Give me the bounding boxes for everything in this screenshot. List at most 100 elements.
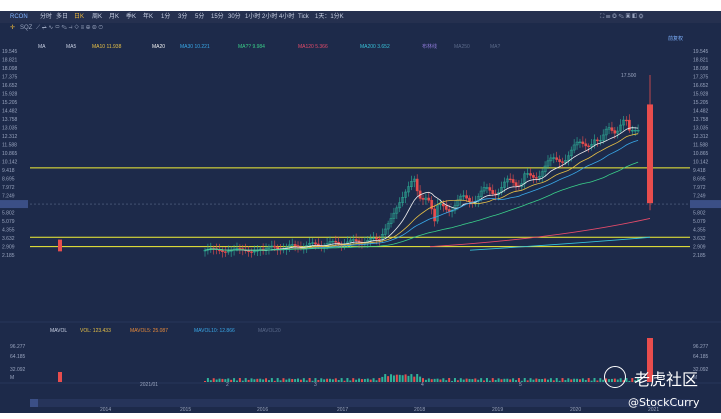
period-tab[interactable]: 2小时: [262, 14, 278, 20]
candle-body: [552, 157, 556, 159]
volume-bar: [552, 380, 555, 382]
volume-bar: [238, 378, 241, 382]
candle-body: [270, 245, 274, 248]
volume-bar: [631, 378, 634, 382]
price-tick-left: 3.632: [2, 236, 15, 242]
volume-bar: [634, 380, 637, 382]
period-tab[interactable]: 1小时: [245, 14, 261, 20]
period-tab[interactable]: 30分: [228, 14, 241, 20]
watermark-brand: 老虎社区: [634, 370, 699, 389]
volume-bar: [265, 378, 268, 382]
candle-body: [505, 178, 509, 183]
candle-body: [604, 128, 608, 136]
symbol-label[interactable]: RCON: [10, 14, 28, 20]
volume-bar: [294, 379, 297, 382]
candle-body: [386, 223, 390, 230]
toolbar-icons[interactable]: ⛶ ☰ ◎ ✎ ▣ ◧ ⚙: [600, 14, 644, 20]
period-tab[interactable]: 年K: [143, 14, 154, 20]
candle-body: [532, 175, 535, 178]
candle-body: [412, 178, 416, 182]
volume-bar: [485, 378, 488, 382]
volume-bar: [302, 378, 305, 382]
volume-bar: [506, 378, 509, 382]
candle-body: [628, 119, 631, 131]
volume-bar: [247, 379, 250, 382]
period-tab[interactable]: 5分: [195, 14, 205, 20]
volume-tick-right: 64.185: [693, 354, 709, 360]
line-tools-icon[interactable]: ⟋ ⇌ ∿ ▭ ✎ ⊣ ◇ ≡ ⊕ ⊗ ⊙: [36, 25, 104, 31]
period-tab[interactable]: 1天：1分K: [315, 14, 344, 20]
period-tab[interactable]: 多日: [56, 14, 69, 20]
volume-bar: [453, 378, 456, 382]
volume-bar: [401, 375, 404, 382]
period-tab[interactable]: Tick: [298, 14, 309, 20]
volume-bar: [384, 374, 387, 382]
period-tab[interactable]: 1分: [161, 14, 171, 20]
volume-bar: [253, 379, 256, 382]
period-tab[interactable]: 4小时: [279, 14, 295, 20]
ma30-label: MA30 10.221: [180, 44, 210, 50]
volume-bar: [390, 374, 393, 382]
volume-bar: [381, 376, 384, 382]
period-tab[interactable]: 日K: [74, 14, 85, 20]
ma250-label: MA250: [454, 44, 470, 50]
period-tab[interactable]: 季K: [126, 14, 137, 20]
candle-body: [433, 208, 436, 222]
volume-bar: [637, 378, 640, 382]
ma10-label: MA10 11.938: [92, 44, 122, 50]
candle-body: [529, 173, 532, 176]
volume-bar: [561, 378, 564, 382]
candle-body: [581, 141, 585, 145]
volume-bar: [480, 378, 483, 382]
volume-bar: [468, 378, 471, 382]
vol-label: VOL: 123.433: [80, 328, 111, 334]
crosshair-icon[interactable]: ✛: [10, 25, 16, 31]
candle-body: [441, 203, 445, 207]
indicator-label[interactable]: SQZ: [20, 25, 33, 31]
candle-body: [427, 197, 431, 201]
price-tick-left: 2.185: [2, 253, 15, 259]
volume-bar: [535, 378, 538, 382]
volume-tick-right: 32.092: [693, 367, 709, 373]
period-tab[interactable]: 分时: [40, 14, 53, 20]
period-tab[interactable]: 15分: [211, 14, 224, 20]
month-marker: 5: [519, 382, 522, 388]
volume-bar: [544, 378, 547, 382]
price-tick-right: 13.758: [693, 117, 709, 123]
volume-bar: [462, 379, 465, 382]
current-price-tag-left: [0, 200, 28, 209]
volume-bar: [259, 378, 262, 382]
drawing-toolbar: ✛ SQZ ⟋ ⇌ ∿ ▭ ✎ ⊣ ◇ ≡ ⊕ ⊗ ⊙: [0, 23, 721, 34]
ma-label: MA: [38, 44, 46, 50]
volume-bar: [422, 378, 424, 382]
volume-bar: [387, 376, 390, 382]
volume-bar: [267, 380, 270, 382]
time-navigator: [30, 399, 690, 407]
candle-body: [293, 244, 297, 246]
adjust-label[interactable]: 前复权: [668, 36, 684, 42]
mavol-label: MAVOL: [50, 328, 68, 334]
volume-bar: [250, 378, 253, 382]
candle-body: [462, 195, 466, 197]
candle-body: [357, 240, 361, 243]
volume-bar: [584, 379, 587, 382]
period-tab[interactable]: 3分: [178, 14, 188, 20]
volume-bar: [317, 380, 320, 382]
volume-bar: [323, 379, 326, 382]
price-tick-right: 7.972: [693, 185, 706, 191]
price-tick-left: 16.652: [2, 83, 18, 89]
candle-body: [398, 202, 402, 209]
period-tab[interactable]: 月K: [109, 14, 120, 20]
volume-bar: [515, 380, 518, 382]
candle-body: [378, 238, 381, 241]
ma30-line: [204, 140, 639, 251]
candle-body: [647, 104, 653, 204]
volume-bar: [628, 380, 631, 382]
year-tick: 2017: [337, 407, 348, 413]
volume-bar: [596, 380, 599, 382]
period-tab[interactable]: 周K: [92, 14, 103, 20]
volume-bar: [346, 378, 349, 382]
price-tick-right: 18.821: [693, 58, 709, 64]
price-tick-left: 13.035: [2, 126, 18, 132]
